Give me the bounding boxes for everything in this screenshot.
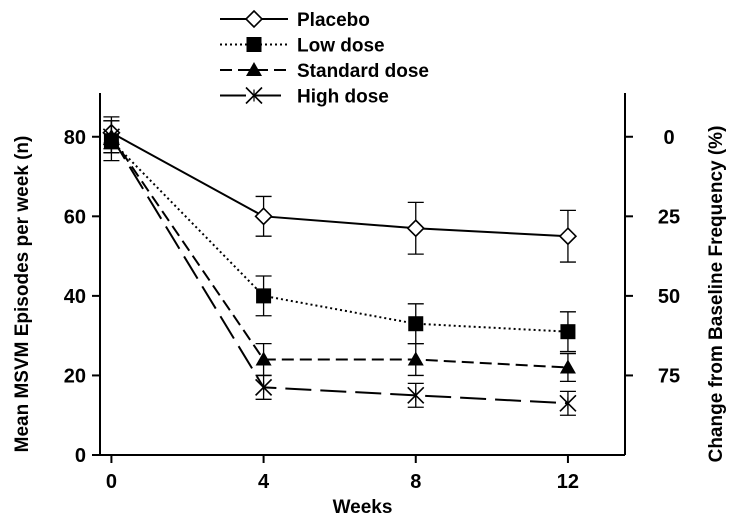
legend: Placebo Low dose Standard dose High dose (220, 9, 429, 108)
series-2 (103, 120, 576, 383)
series-line-0 (110, 131, 568, 238)
y2-tick-label-0: 0 (663, 127, 674, 149)
y-axis-title: Mean MSVM Episodes per week (n) (12, 136, 33, 453)
y-tick-label-2: 40 (64, 286, 86, 308)
legend-marker-1 (246, 37, 262, 52)
point-1-1 (256, 288, 272, 304)
y2-tick-label-1: 25 (658, 206, 680, 228)
ticks: 0 4 8 12 0 20 40 60 80 0 25 50 75 (64, 127, 680, 493)
y2-tick-label-2: 50 (658, 286, 680, 308)
legend-marker-3 (245, 86, 263, 105)
point-2-3 (559, 359, 576, 374)
x-tick-label-2: 8 (410, 471, 421, 493)
x-tick-label-3: 12 (557, 471, 579, 493)
y-tick-label-1: 20 (64, 365, 86, 387)
legend-label-3: High dose (297, 87, 389, 108)
legend-label-2: Standard dose (297, 61, 429, 82)
x-tick-label-1: 4 (258, 471, 270, 493)
point-2-1 (255, 351, 272, 366)
series-layer (102, 116, 578, 416)
series-line-2 (110, 136, 568, 369)
point-0-2 (406, 219, 425, 238)
point-0-3 (558, 227, 578, 246)
point-1-2 (408, 316, 424, 332)
x-axis-title: Weeks (333, 497, 393, 518)
legend-marker-0 (244, 9, 264, 29)
y-tick-label-4: 80 (64, 127, 86, 149)
axes (99, 93, 626, 456)
series-line-3 (110, 136, 568, 405)
point-3-3 (559, 394, 577, 412)
legend-marker-2 (246, 62, 262, 76)
series-1 (103, 120, 576, 353)
point-3-1 (255, 378, 273, 396)
legend-label-0: Placebo (297, 10, 370, 31)
point-3-2 (407, 386, 425, 404)
point-1-3 (560, 324, 576, 340)
y-tick-label-0: 0 (75, 445, 86, 467)
y-tick-label-3: 60 (64, 206, 86, 228)
point-2-2 (407, 351, 424, 366)
legend-label-1: Low dose (297, 36, 385, 57)
point-3-0 (102, 128, 120, 146)
series-3 (102, 120, 577, 416)
y2-tick-label-3: 75 (658, 365, 680, 387)
y2-axis-title: Change from Baseline Frequency (%) (706, 126, 727, 463)
point-0-1 (254, 207, 273, 226)
x-tick-label-0: 0 (106, 471, 117, 493)
